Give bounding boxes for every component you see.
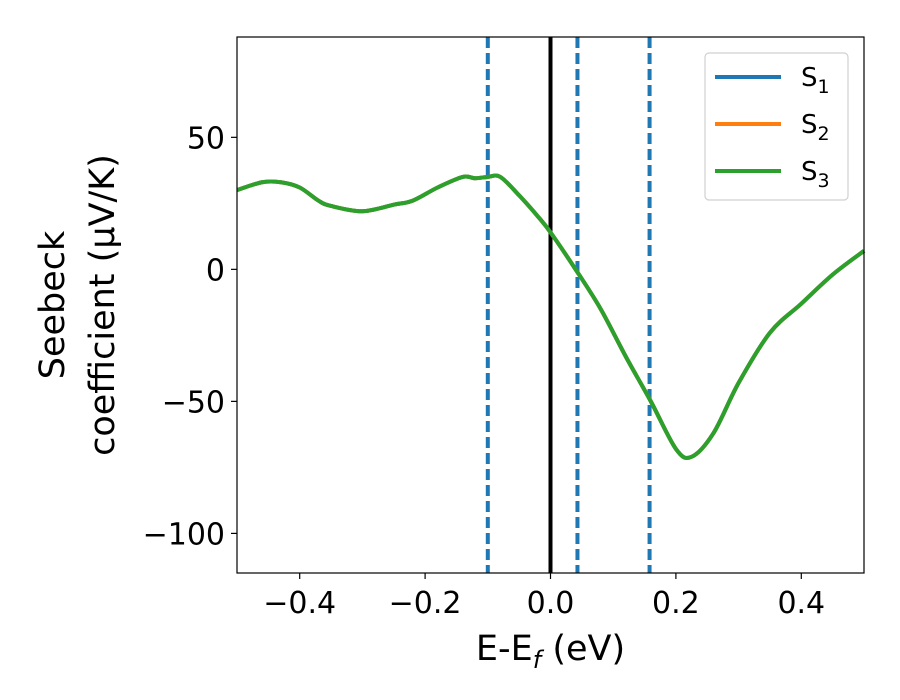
x-tick-label: −0.2 bbox=[389, 586, 462, 621]
y-axis-ticks: 50 0 −50 −100 bbox=[143, 121, 237, 552]
x-tick-label: 0.0 bbox=[527, 586, 575, 621]
x-tick-label: 0.4 bbox=[777, 586, 825, 621]
legend-box bbox=[704, 52, 849, 201]
x-axis-label: E-Ef (eV) bbox=[476, 629, 625, 674]
y-tick-label: −100 bbox=[143, 517, 225, 552]
legend-label-s2: S2 bbox=[801, 110, 830, 145]
x-axis-ticks: −0.4 −0.2 0.0 0.2 0.4 bbox=[263, 573, 825, 621]
x-tick-label: −0.4 bbox=[263, 586, 336, 621]
y-axis-label-line1: Seebeck bbox=[33, 230, 73, 379]
data-series-lines bbox=[236, 173, 866, 460]
y-axis-label-line2: coefficient (μV/K) bbox=[83, 154, 123, 456]
y-tick-label: 0 bbox=[206, 253, 225, 288]
legend: S1 S2 S3 bbox=[704, 52, 849, 201]
legend-label-s1: S1 bbox=[801, 63, 830, 98]
vertical-reference-lines bbox=[485, 37, 652, 573]
legend-label-s3: S3 bbox=[801, 157, 830, 192]
x-tick-label: 0.2 bbox=[652, 586, 700, 621]
y-tick-label: −50 bbox=[162, 385, 225, 420]
y-tick-label: 50 bbox=[187, 121, 225, 156]
series-line-s3 bbox=[236, 173, 866, 460]
